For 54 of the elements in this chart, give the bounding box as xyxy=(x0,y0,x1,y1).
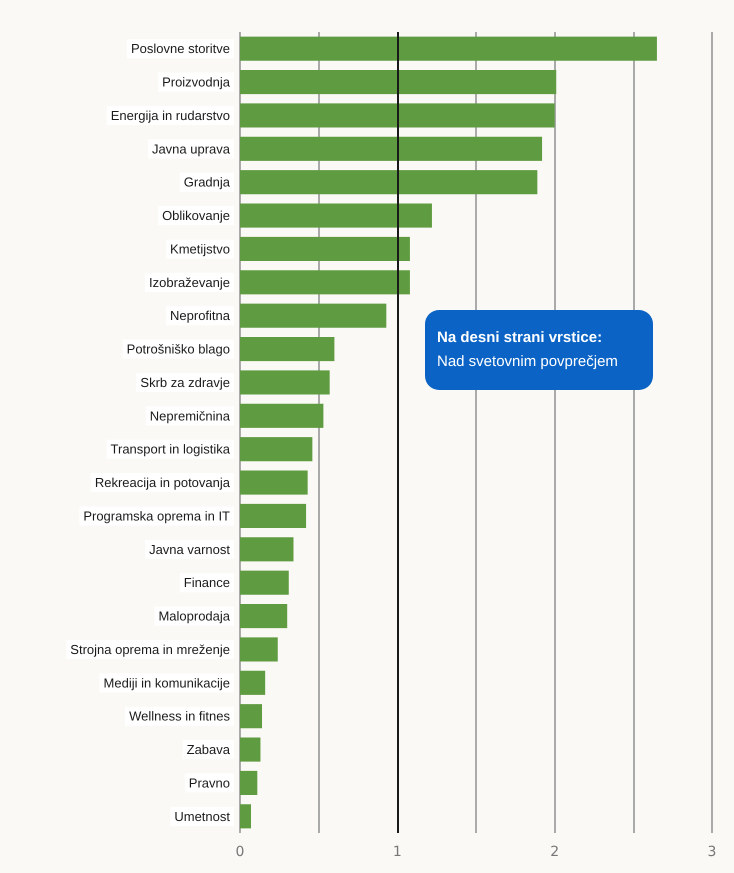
bar xyxy=(240,337,334,362)
y-tick-label: Proizvodnja xyxy=(162,74,231,90)
y-tick-label: Oblikovanje xyxy=(162,208,230,224)
x-tick-label: 0 xyxy=(236,844,244,860)
bar xyxy=(240,570,289,595)
y-tick-label: Strojna oprema in mreženje xyxy=(70,642,230,657)
y-tick-label: Neprofitna xyxy=(170,308,231,324)
y-tick-label: Umetnost xyxy=(174,808,230,824)
bar xyxy=(240,504,306,528)
bar xyxy=(240,304,386,328)
y-tick-label: Pravno xyxy=(188,775,230,790)
y-tick-label: Potrošniško blago xyxy=(126,342,230,357)
annotation: Na desni strani vrstice: Nad svetovnim povprečjem xyxy=(437,328,619,372)
callout-box: Na desni strani vrstice: Nad svetovnim povprečjem xyxy=(425,310,653,390)
bar xyxy=(240,670,266,695)
bar xyxy=(240,704,262,728)
bar xyxy=(240,604,288,628)
y-tick-label: Izobraževanje xyxy=(149,274,230,290)
bar xyxy=(240,637,278,662)
bar xyxy=(240,470,308,495)
bar xyxy=(240,204,432,228)
y-tick-label: Javna uprava xyxy=(152,141,231,156)
x-tick-label: 1 xyxy=(392,844,402,860)
bar xyxy=(240,270,410,294)
y-tick-label: Zabava xyxy=(186,742,231,758)
y-tick-label: Skrb za zdravje xyxy=(140,374,230,390)
y-tick-label: Javna varnost xyxy=(149,542,230,557)
y-tick-label: Mediji in komunikacije xyxy=(104,675,230,690)
bar xyxy=(240,103,555,128)
bar xyxy=(240,70,556,94)
bar xyxy=(240,738,260,762)
y-tick-label: Maloprodaja xyxy=(158,608,231,624)
y-tick-label: Nepremičnina xyxy=(150,408,231,424)
bar xyxy=(240,770,258,795)
x-tick-label: 3 xyxy=(708,844,716,860)
y-tick-label: Wellness in fitnes xyxy=(129,708,230,724)
y-tick-label: Transport in logistika xyxy=(110,442,231,457)
bar xyxy=(240,804,252,828)
x-tick-label: 2 xyxy=(550,844,560,860)
y-tick-label: Programska oprema in IT xyxy=(83,508,230,524)
y-tick-label: Rekreacija in potovanja xyxy=(94,475,231,490)
bar xyxy=(240,236,410,261)
bar xyxy=(240,370,330,394)
y-tick-label: Energija in rudarstvo xyxy=(110,108,230,123)
bar xyxy=(240,537,294,562)
y-tick-label: Poslovne storitve xyxy=(131,41,230,56)
y-tick-label: Kmetijstvo xyxy=(170,241,230,256)
y-tick-label: Finance xyxy=(184,575,230,590)
bar xyxy=(240,136,542,161)
y-tick-label: Gradnja xyxy=(184,174,231,190)
bar xyxy=(240,404,324,428)
bar xyxy=(240,36,657,61)
bar xyxy=(240,170,538,194)
bar xyxy=(240,437,312,462)
